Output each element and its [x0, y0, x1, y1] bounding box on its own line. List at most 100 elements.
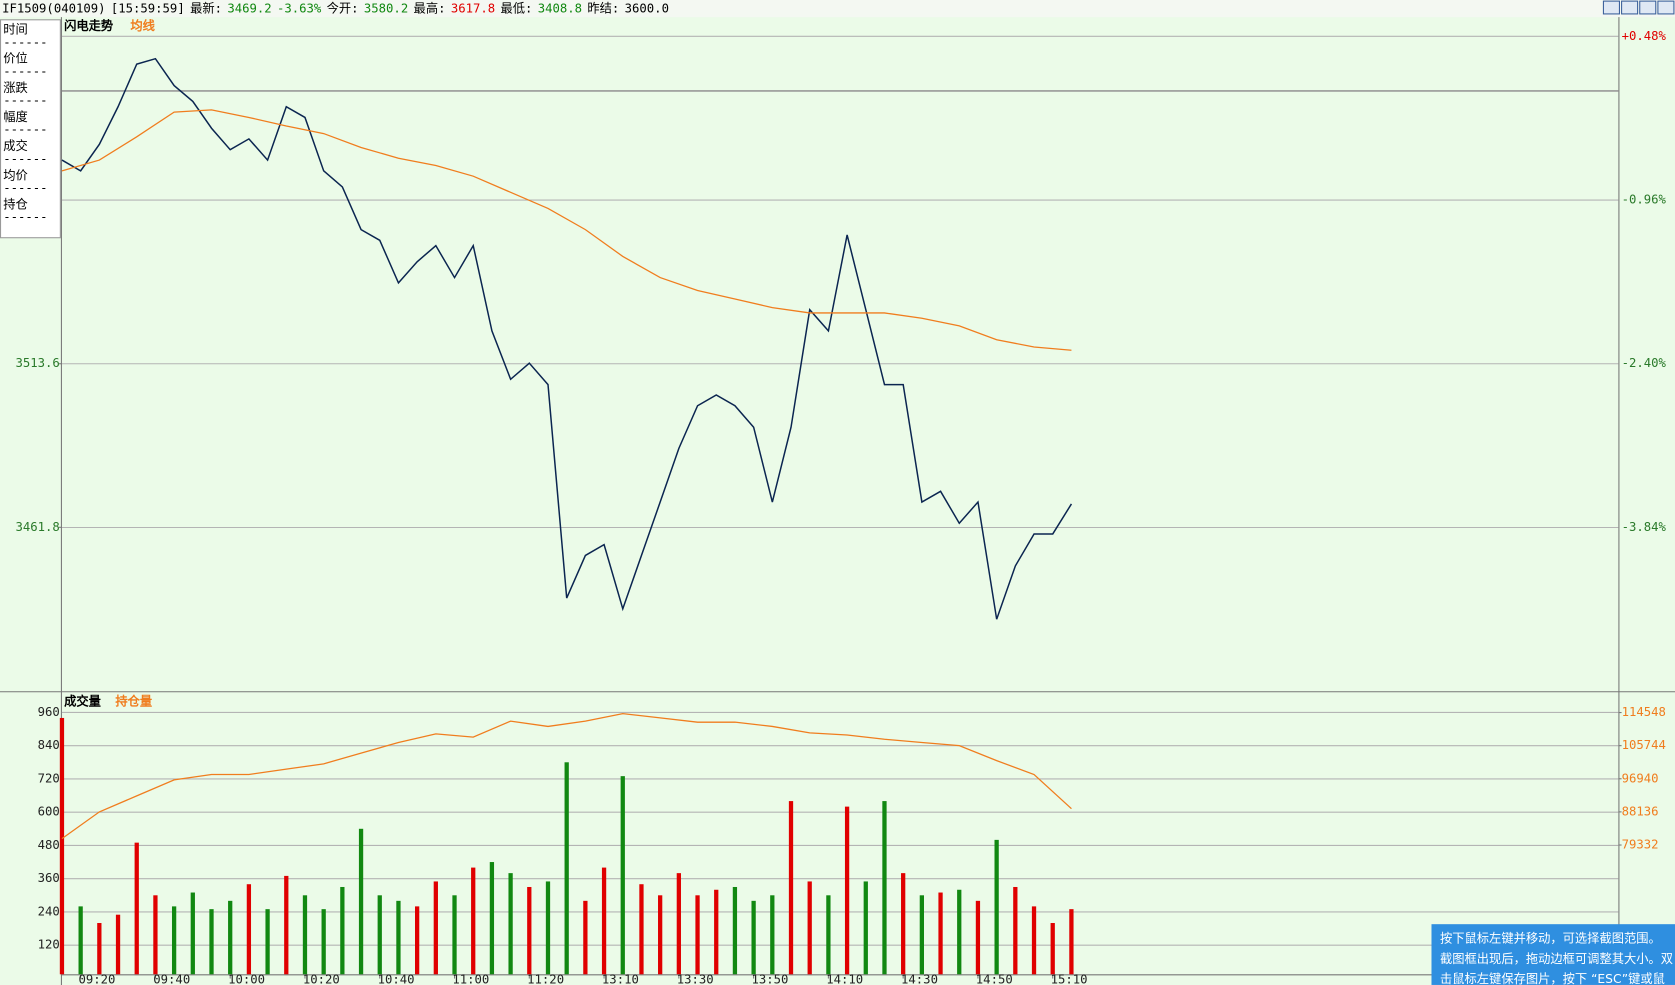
bar [153, 895, 158, 975]
bar [938, 892, 943, 975]
header-item: 最高: [414, 0, 446, 15]
bar [321, 909, 326, 975]
bar [377, 895, 382, 975]
button[interactable] [1657, 0, 1675, 15]
tooltip-text: 击鼠标左键保存图片，按下 “ESC”键或鼠 [1440, 971, 1665, 985]
y2-tick-label: 79332 [1622, 838, 1659, 852]
side-label: 价位 [3, 51, 28, 66]
bar [508, 873, 513, 975]
bar [433, 881, 438, 975]
bar [770, 895, 775, 975]
y-tick-label: 720 [38, 771, 60, 785]
bar [134, 842, 139, 975]
side-label: 时间 [3, 22, 28, 36]
x-tick-label: 13:30 [677, 973, 714, 985]
legend-label: 成交量 [64, 693, 101, 708]
side-label: 幅度 [3, 109, 28, 124]
bar [1013, 886, 1018, 975]
y-tick-label: 3461.8 [16, 520, 60, 534]
tooltip: 按下鼠标左键并移动，可选择截图范围。截图框出现后，拖动边框可调整其大小。双击鼠标… [1431, 924, 1675, 985]
header-item: 3408.8 [538, 1, 582, 15]
header-item: IF1509(040109) [2, 1, 105, 15]
series-line [61, 109, 1072, 351]
side-label: 涨跌 [3, 80, 28, 95]
bar [340, 886, 345, 975]
side-label: 持仓 [3, 196, 28, 211]
bar [59, 717, 65, 975]
x-tick-label: 13:10 [602, 973, 639, 985]
header-item: 3469.2 [227, 1, 271, 15]
y2-tick-label: -0.96% [1622, 193, 1667, 207]
header-item: 今开: [327, 0, 359, 15]
side-value: ------ [3, 94, 47, 108]
bar [1031, 906, 1037, 975]
y-tick-label: 120 [38, 938, 60, 952]
side-value: ------ [3, 181, 47, 195]
legend-label: 持仓量 [115, 693, 152, 708]
bar [545, 881, 551, 975]
bar [78, 906, 83, 975]
bar [1069, 909, 1074, 975]
header-item: [15:59:59] [111, 1, 185, 15]
y2-tick-label: 88136 [1622, 804, 1659, 818]
y2-tick-label: +0.48% [1622, 29, 1667, 43]
x-tick-label: 11:20 [527, 973, 564, 985]
x-tick-label: 14:30 [901, 973, 938, 985]
x-tick-label: 13:50 [751, 973, 788, 985]
x-tick-label: 14:10 [826, 973, 863, 985]
bar [901, 873, 906, 975]
bar [994, 839, 999, 975]
bar [209, 909, 214, 975]
header-item: 最新: [190, 0, 222, 15]
x-tick-label: 09:40 [153, 973, 190, 985]
button[interactable] [1602, 0, 1620, 15]
header-item: 3600.0 [625, 1, 669, 15]
header-item: 3580.2 [364, 1, 408, 15]
button[interactable] [1639, 0, 1657, 15]
header: IF1509(040109) [15:59:59] 最新: 3469.2 -3.63% 今… [2, 0, 669, 15]
y2-tick-label: 105744 [1622, 738, 1666, 752]
y-tick-label: 240 [38, 904, 60, 918]
y2-tick-label: -3.84% [1622, 520, 1667, 534]
bar [975, 900, 981, 975]
bar [302, 895, 308, 975]
side-value: ------ [3, 64, 47, 78]
x-tick-label: 14:50 [976, 973, 1013, 985]
bar [265, 909, 270, 975]
bar [751, 900, 756, 975]
bar [695, 895, 700, 975]
header-item: 昨结: [587, 1, 619, 15]
side-panel [0, 19, 61, 239]
bar [396, 900, 401, 975]
bar [97, 923, 102, 975]
bar [714, 889, 719, 975]
y-tick-label: 480 [38, 838, 60, 852]
x-tick-label: 10:40 [378, 973, 415, 985]
tooltip-text: 截图框出现后，拖动边框可调整其大小。双 [1440, 951, 1673, 966]
bar [228, 900, 233, 975]
bar [358, 828, 364, 975]
bar [639, 884, 644, 975]
side-value: ------ [3, 35, 47, 49]
bar [115, 914, 121, 975]
bar [452, 895, 457, 975]
y-tick-label: 3513.6 [16, 356, 60, 370]
x-tick-label: 15:10 [1051, 973, 1088, 985]
y2-tick-label: -2.40% [1622, 356, 1667, 370]
bar [919, 895, 924, 975]
y-tick-label: 600 [38, 805, 60, 819]
bar [1050, 923, 1055, 975]
y2-tick-label: 114548 [1622, 705, 1666, 719]
bar [620, 776, 625, 975]
button[interactable] [1621, 0, 1639, 15]
side-value: ------ [3, 210, 47, 224]
header-item: 3617.8 [451, 1, 495, 15]
bar [676, 873, 681, 975]
x-tick-label: 11:00 [452, 973, 489, 985]
y2-tick-label: 96940 [1622, 771, 1659, 785]
bar [844, 806, 850, 975]
bar [527, 886, 532, 975]
window-buttons[interactable] [1602, 0, 1675, 15]
side-label: 成交 [3, 138, 28, 153]
